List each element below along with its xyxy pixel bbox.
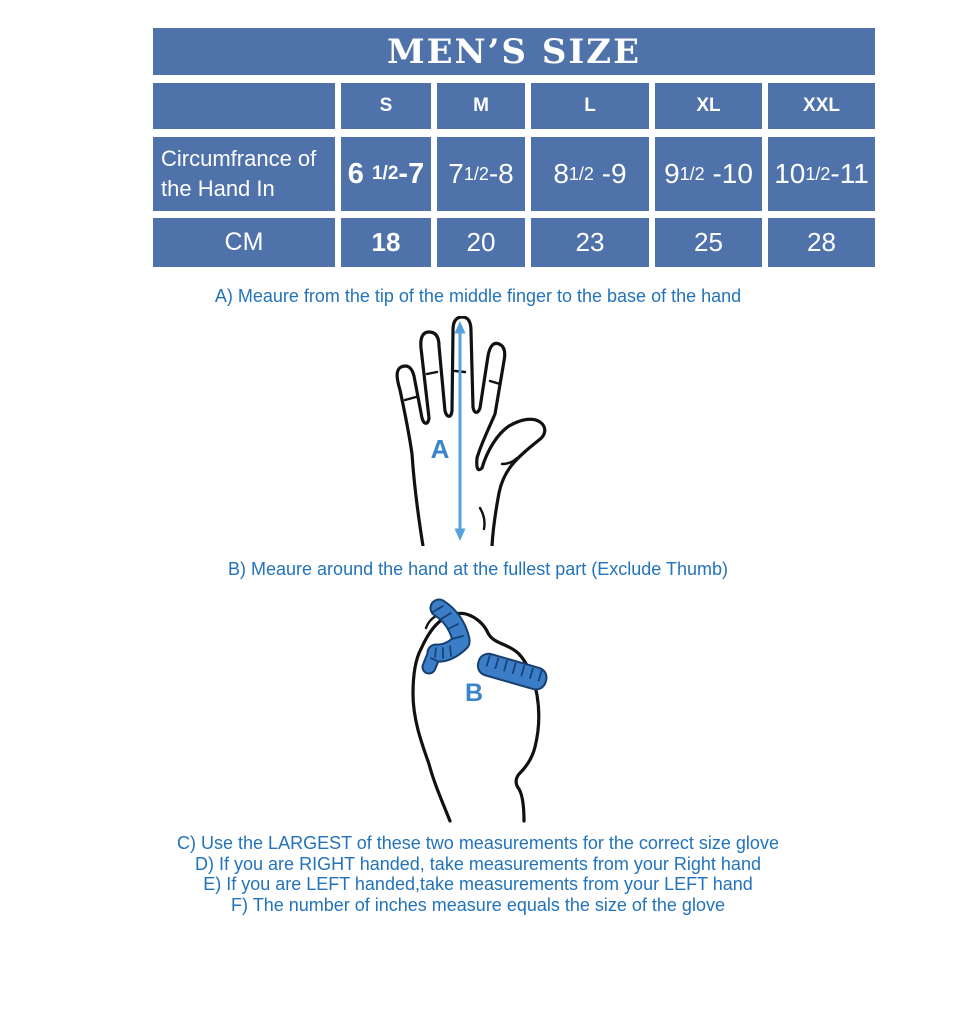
instruction-line-b: B) Meaure around the hand at the fullest… bbox=[228, 559, 728, 579]
fist-tape-measure-diagram: B bbox=[411, 598, 548, 823]
cm-cell-l: 23 bbox=[531, 218, 649, 267]
instruction-line-f: F) The number of inches measure equals t… bbox=[231, 894, 725, 915]
cm-cell-m: 20 bbox=[437, 218, 525, 267]
header-cell-xl: XL bbox=[655, 83, 762, 129]
table-title-bar: MEN’S SIZE bbox=[153, 28, 875, 75]
inches-cell-xxl: 10 1/2 -11 bbox=[768, 137, 875, 211]
cm-cell-xl: 25 bbox=[655, 218, 762, 267]
cm-cell-s: 18 bbox=[341, 218, 431, 267]
instruction-line-a: A) Meaure from the tip of the middle fin… bbox=[214, 286, 742, 306]
table-title: MEN’S SIZE bbox=[386, 31, 642, 72]
header-cell-s: S bbox=[341, 83, 431, 129]
inches-cell-s: 6 1/2 -7 bbox=[341, 137, 431, 211]
pinky-knuckle-crease bbox=[403, 395, 418, 402]
mens-size-table: MEN’S SIZE S M L XL XXL Circumfrance of … bbox=[153, 28, 875, 267]
header-cell-l: L bbox=[531, 83, 649, 129]
hand-outline bbox=[395, 316, 547, 546]
tape-measure-curl bbox=[421, 598, 471, 675]
inches-cell-l: 8 1/2 -9 bbox=[531, 137, 649, 211]
instruction-line-d: D) If you are RIGHT handed, take measure… bbox=[195, 853, 761, 874]
measure-arrow-a bbox=[454, 321, 466, 541]
arrow-head-up bbox=[454, 321, 466, 334]
hand-label-a: A bbox=[431, 434, 450, 464]
instruction-line-e: E) If you are LEFT handed,take measureme… bbox=[203, 874, 753, 894]
header-cell-m: M bbox=[437, 83, 525, 129]
inches-row: Circumfrance of the Hand In 6 1/2 -7 7 1/2… bbox=[153, 137, 875, 211]
tape-tick-marks bbox=[430, 605, 464, 662]
ring-knuckle-crease bbox=[425, 370, 439, 376]
cm-row-label: CM bbox=[153, 218, 335, 267]
palm-crease bbox=[478, 506, 486, 531]
index-knuckle-crease bbox=[488, 379, 502, 386]
thumb-base-crease bbox=[500, 456, 519, 466]
instruction-lines-cf: C) Use the LARGEST of these two measurem… bbox=[0, 833, 956, 915]
arrow-head-down bbox=[454, 528, 466, 541]
fist-label-b: B bbox=[465, 679, 483, 707]
tape-band-ticks bbox=[485, 655, 543, 682]
inches-cell-xl: 9 1/2 -10 bbox=[655, 137, 762, 211]
inches-row-label: Circumfrance of the Hand In bbox=[153, 137, 335, 211]
cm-row: CM 18 20 23 25 28 bbox=[153, 218, 875, 267]
tape-measure-band bbox=[476, 652, 548, 691]
open-hand-measure-diagram: A bbox=[395, 316, 547, 546]
instruction-line-c: C) Use the LARGEST of these two measurem… bbox=[177, 833, 779, 853]
size-header-row: S M L XL XXL bbox=[153, 83, 875, 129]
header-cell-xxl: XXL bbox=[768, 83, 875, 129]
header-cell-empty bbox=[153, 83, 335, 129]
cm-cell-xxl: 28 bbox=[768, 218, 875, 267]
inches-cell-m: 7 1/2 -8 bbox=[437, 137, 525, 211]
